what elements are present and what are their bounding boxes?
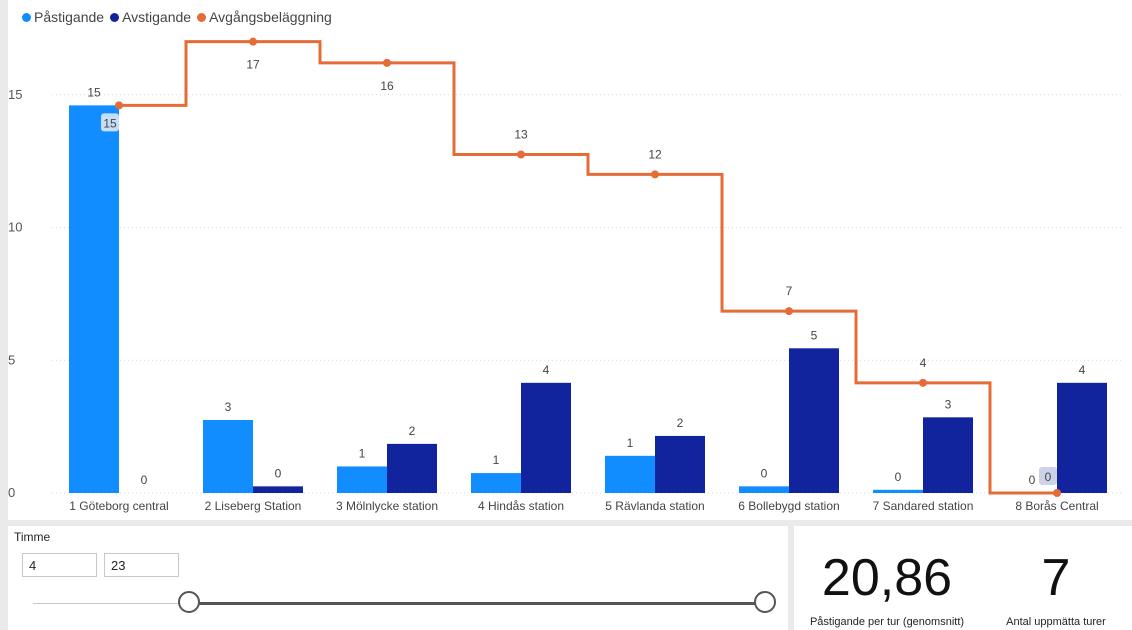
data-label-avstigande: 0	[141, 473, 148, 487]
legend-item-avstigande[interactable]: Avstigande	[110, 9, 191, 25]
data-label-pastigande: 0	[1029, 473, 1036, 487]
line-point-avgangsbelaggning	[115, 101, 123, 110]
bar-pastigande	[337, 466, 387, 493]
x-category-label: 6 Bollebygd station	[738, 499, 839, 513]
legend-label-avgangsbelaggning: Avgångsbeläggning	[209, 9, 332, 25]
bar-pastigande	[605, 455, 655, 493]
bar-pastigande	[471, 473, 521, 493]
line-avgangsbelaggning	[119, 40, 1057, 495]
data-label-avgangsbelaggning: 4	[920, 356, 927, 370]
bar-avstigande	[387, 443, 437, 493]
legend-dot-pastigande	[22, 12, 31, 22]
kpi-card-trip-count: 7 Antal uppmätta turer	[980, 526, 1132, 630]
data-label-highlight	[101, 113, 119, 132]
y-tick-label: 5	[8, 352, 15, 367]
hour-slicer: Timme 4 23	[8, 526, 788, 630]
x-category-label: 4 Hindås station	[478, 499, 564, 513]
data-label-pastigande: 3	[225, 400, 232, 414]
data-label-avstigande: 4	[543, 363, 550, 377]
x-category-label: 3 Mölnlycke station	[336, 499, 438, 513]
data-label-avgangsbelaggning: 16	[380, 79, 394, 93]
line-point-avgangsbelaggning	[1053, 489, 1061, 497]
chart-panel: Påstigande Avstigande Avgångsbeläggning …	[8, 0, 1132, 520]
data-label-avgangsbelaggning: 7	[786, 284, 793, 298]
line-point-avgangsbelaggning	[249, 37, 257, 46]
kpi-label-trip-count: Antal uppmätta turer	[1006, 616, 1106, 628]
data-label-avstigande: 0	[275, 466, 282, 480]
x-category-label: 7 Sandared station	[873, 499, 974, 513]
data-label-avgangsbelaggning: 13	[514, 127, 528, 141]
data-label-avstigande: 2	[409, 424, 416, 438]
data-label-highlight	[1039, 467, 1057, 485]
slicer-max-input[interactable]: 23	[104, 553, 179, 577]
bar-pastigande	[69, 105, 119, 494]
line-point-avgangsbelaggning	[517, 150, 525, 159]
data-label-pastigande: 15	[87, 85, 101, 99]
chart-legend: Påstigande Avstigande Avgångsbeläggning	[22, 8, 332, 26]
kpi-value-trip-count: 7	[1041, 549, 1071, 607]
slider-handle-max[interactable]	[754, 591, 776, 613]
line-point-avgangsbelaggning	[919, 378, 927, 387]
data-label-avgangsbelaggning: 12	[648, 147, 662, 161]
bar-avstigande	[253, 486, 303, 493]
legend-item-avgangsbelaggning[interactable]: Avgångsbeläggning	[197, 9, 332, 25]
data-label-pastigande: 1	[359, 446, 366, 460]
slicer-min-input[interactable]: 4	[22, 553, 97, 577]
slicer-title: Timme	[14, 530, 51, 544]
legend-item-pastigande[interactable]: Påstigande	[22, 9, 104, 25]
x-category-label: 1 Göteborg central	[69, 499, 168, 513]
data-label-pastigande: 0	[761, 466, 768, 480]
slider-track-selected[interactable]	[191, 602, 765, 605]
y-tick-label: 10	[8, 220, 22, 235]
legend-dot-avgangsbelaggning	[197, 12, 207, 22]
y-tick-label: 15	[8, 87, 22, 102]
y-tick-label: 0	[8, 485, 15, 500]
legend-label-avstigande: Avstigande	[122, 9, 192, 25]
bar-avstigande	[655, 435, 705, 493]
bar-pastigande	[739, 486, 789, 493]
data-label-avgangsbelaggning: 0	[1045, 470, 1052, 484]
bar-pastigande	[873, 489, 923, 493]
data-label-avstigande: 4	[1079, 363, 1086, 377]
data-label-avstigande: 2	[677, 416, 684, 430]
data-label-avgangsbelaggning: 17	[246, 58, 260, 72]
line-point-avgangsbelaggning	[651, 170, 659, 179]
x-category-label: 8 Borås Central	[1015, 499, 1098, 513]
data-label-pastigande: 1	[493, 453, 500, 467]
slider-handle-min[interactable]	[178, 591, 200, 613]
x-category-label: 2 Liseberg Station	[205, 499, 302, 513]
data-label-pastigande: 1	[627, 436, 634, 450]
x-category-label: 5 Rävlanda station	[605, 499, 704, 513]
bar-avstigande	[789, 348, 839, 493]
data-label-avgangsbelaggning: 15	[103, 116, 117, 130]
line-point-avgangsbelaggning	[785, 307, 793, 316]
slider-track[interactable]	[33, 603, 191, 604]
bar-avstigande	[923, 417, 973, 493]
kpi-card-avg-boarding: 20,86 Påstigande per tur (genomsnitt)	[794, 526, 980, 630]
legend-label-pastigande: Påstigande	[34, 9, 105, 25]
bar-avstigande	[521, 382, 571, 493]
data-label-pastigande: 0	[895, 470, 902, 484]
data-label-avstigande: 5	[811, 328, 818, 342]
bar-pastigande	[203, 419, 253, 493]
data-label-avstigande: 3	[945, 397, 952, 411]
line-point-avgangsbelaggning	[383, 58, 391, 67]
kpi-label-avg-boarding: Påstigande per tur (genomsnitt)	[809, 616, 965, 628]
bar-avstigande	[1057, 382, 1107, 493]
legend-dot-avstigande	[110, 12, 120, 22]
kpi-value-avg-boarding: 20,86	[821, 549, 953, 607]
